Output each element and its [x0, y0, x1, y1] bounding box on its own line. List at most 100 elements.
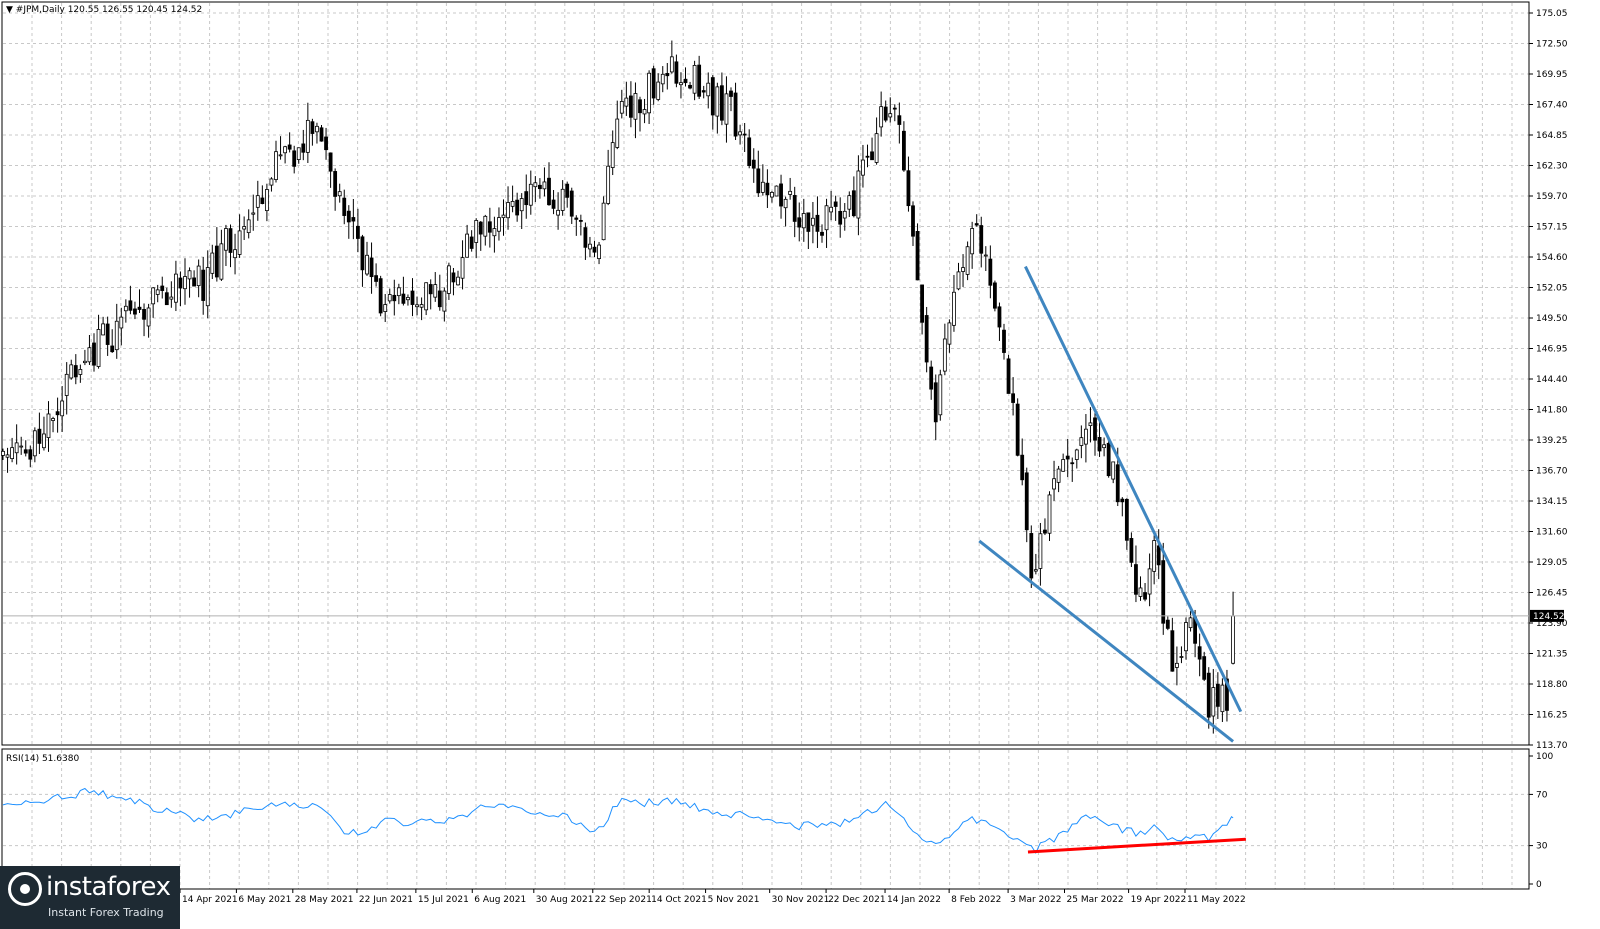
candle-up: [619, 101, 624, 114]
candle-down: [997, 306, 1002, 328]
candle-up: [274, 151, 278, 180]
symbol-title: #JPM,Daily: [16, 5, 66, 15]
time-tick-label: 22 Dec 2021: [828, 895, 886, 905]
candle-down: [665, 73, 670, 77]
time-tick-label: 3 Mar 2022: [1010, 895, 1061, 905]
rsi-label: RSI(14) 51.6380: [6, 754, 79, 764]
candle-down: [720, 85, 724, 121]
falling-wedge: [978, 265, 1243, 743]
candle-down: [915, 231, 920, 281]
candle-up: [1, 450, 5, 456]
candle-up: [560, 188, 565, 211]
candle-up: [269, 178, 274, 186]
candle-up: [442, 290, 447, 312]
candle-up: [647, 72, 651, 114]
candle-down: [133, 308, 137, 315]
time-tick-label: 14 Apr 2021: [182, 895, 238, 905]
candle-up: [151, 287, 156, 305]
candle-up: [237, 230, 242, 255]
candle-down: [1129, 538, 1134, 563]
candle-up: [947, 322, 952, 345]
candle-up: [406, 297, 410, 301]
candle-down: [820, 231, 824, 236]
candle-down: [1070, 462, 1075, 465]
candle-up: [770, 192, 774, 198]
price-tick-label: 123.90: [1536, 619, 1568, 629]
candle-down: [697, 64, 702, 97]
candle-up: [556, 209, 560, 216]
candle-up: [183, 276, 187, 290]
header-marker-icon: ▼: [6, 5, 16, 15]
candle-down: [1197, 646, 1202, 660]
candle-up: [847, 195, 852, 210]
candle-up: [123, 305, 128, 312]
candle-up: [5, 454, 10, 458]
candle-down: [883, 106, 888, 121]
candle-up: [692, 65, 697, 94]
rsi-line: [2, 787, 1234, 855]
candle-down: [487, 221, 492, 233]
candle-down: [346, 210, 351, 223]
candle-down: [1029, 533, 1034, 579]
candle-up: [10, 447, 15, 460]
candle-up: [528, 183, 533, 206]
price-tick-label: 141.80: [1536, 406, 1568, 416]
candle-up: [965, 246, 970, 275]
candle-down: [1093, 417, 1097, 441]
candle-down: [683, 78, 688, 84]
candle-down: [701, 90, 706, 93]
candle-down: [583, 227, 588, 248]
candle-up: [506, 202, 510, 219]
price-tick-label: 167.40: [1536, 101, 1568, 111]
rsi-divergence-line: [1027, 837, 1246, 854]
time-tick-label: 28 May 2021: [295, 895, 354, 905]
candle-down: [92, 342, 96, 366]
candle-up: [970, 228, 975, 255]
candle-down: [1065, 455, 1070, 460]
price-tick-label: 149.50: [1536, 314, 1568, 324]
candle-down: [993, 282, 997, 309]
candle-up: [642, 109, 647, 115]
candle-down: [1143, 592, 1147, 600]
candle-down: [310, 121, 315, 134]
candle-up: [51, 418, 55, 421]
candle-up: [483, 215, 488, 237]
candle-up: [1184, 622, 1188, 652]
candle-down: [160, 285, 165, 291]
candle-down: [933, 382, 938, 423]
price-axis: 175.05 172.50 169.95 167.40 164.85 162.30 159.…: [1529, 9, 1568, 751]
candle-down: [551, 199, 556, 209]
candle-down: [37, 428, 42, 444]
time-tick-label: 19 Apr 2022: [1131, 895, 1187, 905]
candle-up: [624, 97, 629, 107]
symbol-header: ▼ #JPM,Daily 120.55 126.55 120.45 124.52: [6, 5, 202, 15]
candle-up: [383, 304, 388, 312]
candle-up: [14, 442, 19, 454]
candle-up: [101, 323, 105, 336]
price-tick-label: 118.80: [1536, 680, 1568, 690]
candle-down: [374, 275, 379, 282]
candle-up: [196, 265, 201, 287]
time-tick-label: 22 Jun 2021: [359, 895, 413, 905]
candle-up: [337, 191, 342, 197]
candle-down: [674, 61, 679, 84]
candle-down: [815, 214, 820, 232]
candle-up: [219, 243, 224, 280]
candle-up: [1033, 569, 1038, 572]
price-tick-label: 164.85: [1536, 131, 1568, 141]
candle-down: [1215, 683, 1220, 707]
candle-down: [355, 225, 360, 239]
candle-down: [287, 144, 292, 150]
candle-up: [78, 369, 83, 375]
candle-up: [942, 338, 947, 372]
candle-up: [1052, 478, 1056, 490]
candle-down: [920, 284, 924, 323]
main-grid: [3, 3, 1529, 746]
candle-up: [1056, 468, 1061, 483]
candle-up: [510, 201, 515, 207]
candle-up: [656, 81, 661, 100]
candle-down: [324, 136, 328, 151]
price-tick-label: 129.05: [1536, 558, 1568, 568]
candle-up: [460, 257, 465, 279]
candle-up: [1111, 461, 1116, 480]
